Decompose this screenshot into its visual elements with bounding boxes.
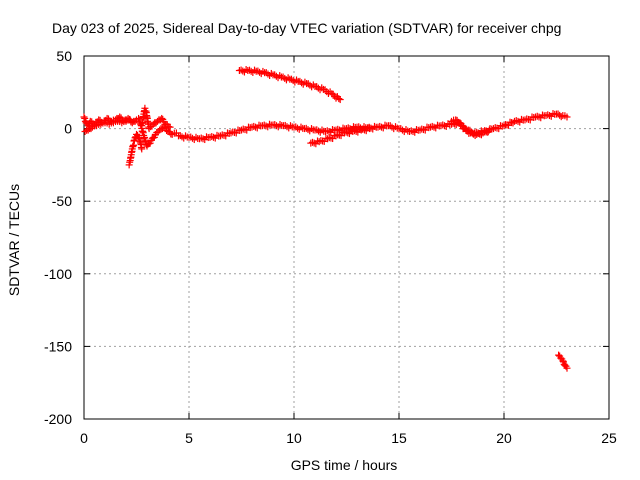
data-point — [407, 127, 415, 135]
data-point — [479, 129, 487, 137]
data-point — [309, 81, 317, 89]
data-point — [364, 124, 372, 132]
data-point — [138, 145, 146, 153]
data-point — [141, 136, 149, 144]
data-point — [359, 125, 367, 133]
y-axis-label: SDTVAR / TECUs — [6, 184, 22, 296]
data-point — [342, 128, 350, 136]
data-point — [81, 128, 89, 136]
data-point — [208, 133, 216, 141]
data-point — [259, 67, 267, 75]
data-point — [563, 364, 571, 372]
data-point — [135, 133, 143, 141]
data-point — [250, 122, 258, 130]
data-point — [366, 125, 374, 133]
data-point — [135, 135, 143, 143]
data-point — [281, 74, 289, 82]
data-points — [80, 66, 571, 372]
data-point — [439, 121, 447, 129]
data-point — [260, 121, 268, 129]
x-tick-label: 15 — [391, 430, 407, 446]
data-point — [304, 80, 312, 88]
data-point — [293, 76, 301, 84]
x-axis-label: GPS time / hours — [291, 457, 398, 473]
data-point — [135, 114, 143, 122]
x-tick-label: 20 — [496, 430, 512, 446]
data-point — [262, 122, 270, 130]
y-tick-label: -100 — [44, 266, 72, 282]
data-point — [350, 127, 358, 135]
y-tick-label: 0 — [64, 121, 72, 137]
x-tick-label: 25 — [601, 430, 617, 446]
data-point — [267, 69, 275, 77]
axis-ticks: 0 5 10 15 20 25 50 0 -50 -100 -150 -200 — [44, 48, 617, 446]
data-point — [563, 113, 571, 121]
data-point — [166, 123, 174, 131]
plot-frame — [83, 55, 610, 420]
data-point — [298, 79, 306, 87]
data-point — [544, 111, 552, 119]
data-point — [308, 138, 316, 146]
x-tick-label: 5 — [185, 430, 193, 446]
data-point — [272, 72, 280, 80]
data-point — [376, 122, 384, 130]
data-point — [251, 66, 259, 74]
data-point — [313, 83, 321, 91]
data-point — [242, 66, 250, 74]
data-point — [284, 74, 292, 82]
data-point — [533, 112, 541, 120]
data-point — [485, 126, 493, 134]
x-tick-label: 0 — [80, 430, 88, 446]
data-point — [276, 72, 284, 80]
data-point — [80, 113, 88, 121]
data-point — [335, 95, 343, 103]
data-point — [559, 357, 567, 365]
chart-title: Day 023 of 2025, Sidereal Day-to-day VTE… — [52, 20, 561, 36]
data-point — [301, 78, 309, 86]
grid-lines — [84, 56, 609, 419]
x-tick-label: 10 — [286, 430, 302, 446]
data-point — [289, 77, 297, 85]
data-point — [81, 114, 89, 122]
y-tick-label: -200 — [44, 411, 72, 427]
y-tick-label: -50 — [52, 193, 72, 209]
data-point — [150, 133, 158, 141]
data-point — [126, 116, 134, 124]
y-tick-label: 50 — [56, 48, 72, 64]
data-point — [197, 134, 205, 142]
data-point — [146, 139, 154, 147]
data-point — [336, 96, 344, 104]
data-point — [476, 130, 484, 138]
y-tick-label: -150 — [44, 338, 72, 354]
data-point — [264, 70, 272, 78]
